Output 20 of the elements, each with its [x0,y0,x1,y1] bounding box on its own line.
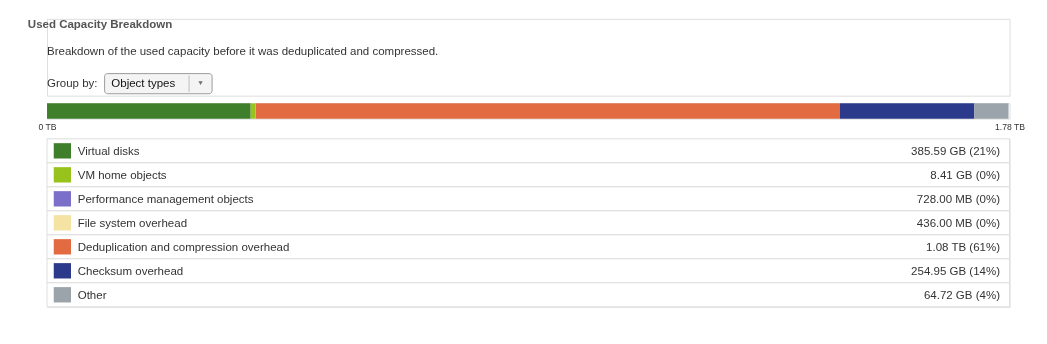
text: 254.95 GB (14%) [911,264,1001,277]
chart-title: Used Capacity Breakdown [27,18,173,31]
text: 728.00 MB (0%) [916,192,1001,205]
x-tick-label: 0 TB [38,121,57,132]
text: 8.41 GB (0%) [930,168,1001,181]
text: 64.72 GB (4%) [923,288,1001,301]
text: 385.59 GB (21%) [911,144,1001,157]
x-tick-label: 1.78 TB [995,121,1026,132]
legend-label: Deduplication and compression overhead [77,240,290,253]
text: Group by: [47,77,98,90]
legend-label: Virtual disks [77,144,140,157]
legend-label: Other [77,288,107,301]
legend-label: File system overhead [77,216,188,229]
chart-subtitle: Breakdown of the used capacity before it was deduplicated and compressed. [47,45,439,58]
legend-label: Checksum overhead [77,264,184,277]
legend-label: Performance management objects [77,192,254,205]
text: 436.00 MB (0%) [916,216,1001,229]
text: 1.08 TB (61%) [926,240,1001,253]
text: Object types [111,77,176,90]
legend-label: VM home objects [77,168,167,181]
